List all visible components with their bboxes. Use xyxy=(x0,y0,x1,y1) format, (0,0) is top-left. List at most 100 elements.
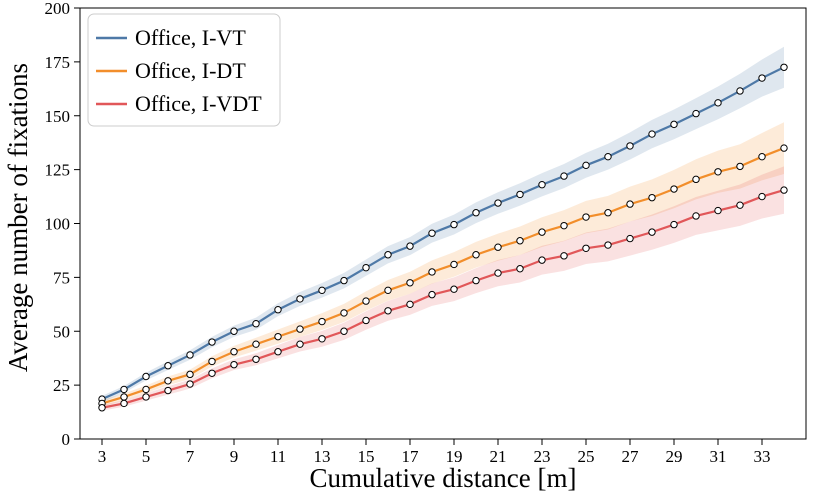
data-point xyxy=(120,393,128,401)
data-point xyxy=(560,252,568,260)
legend-box xyxy=(87,13,281,127)
x-tick-label: 15 xyxy=(358,447,375,466)
data-point xyxy=(516,265,524,273)
x-tick-label: 25 xyxy=(578,447,595,466)
data-point xyxy=(736,162,744,171)
data-point xyxy=(692,175,700,184)
data-point xyxy=(604,241,612,249)
y-axis-ticks: 0 25 50 75 100 125 150 175 200 xyxy=(45,0,80,449)
x-tick-label: 5 xyxy=(142,447,151,466)
data-point xyxy=(670,120,678,129)
confidence-band-series-2 xyxy=(102,122,784,407)
data-point xyxy=(714,168,722,176)
legend-label: Office, I-VT xyxy=(135,25,246,50)
data-point xyxy=(274,332,282,341)
data-point xyxy=(516,190,524,199)
data-point xyxy=(538,256,546,264)
data-point xyxy=(450,260,458,269)
x-tick-label: 33 xyxy=(754,447,771,466)
x-tick-label: 27 xyxy=(622,447,640,466)
data-point xyxy=(318,286,326,295)
data-point xyxy=(560,221,568,230)
data-point xyxy=(230,327,238,335)
legend: Office, I-VT Office, I-DT Office, I-VDT xyxy=(87,13,281,127)
data-point xyxy=(582,213,590,221)
data-point xyxy=(296,340,304,348)
data-point xyxy=(164,362,172,370)
data-point xyxy=(582,161,590,170)
x-axis-ticks: 3 5 7 9 11 13 15 17 19 21 23 25 27 29 31 33 xyxy=(98,439,771,466)
data-point xyxy=(714,99,722,107)
x-tick-label: 11 xyxy=(270,447,286,466)
data-point xyxy=(494,269,502,277)
data-point xyxy=(296,325,304,333)
x-tick-label: 19 xyxy=(446,447,463,466)
data-point xyxy=(692,109,700,118)
data-point xyxy=(340,276,348,285)
data-point xyxy=(186,380,194,388)
series-lines xyxy=(101,66,785,409)
data-point xyxy=(406,242,414,250)
data-point xyxy=(538,228,546,236)
series-line-3 xyxy=(101,189,785,409)
data-point xyxy=(560,172,568,180)
data-point xyxy=(450,220,458,229)
data-point xyxy=(406,300,414,309)
data-point xyxy=(362,316,370,325)
data-point xyxy=(604,209,612,217)
data-point xyxy=(384,286,392,295)
data-point xyxy=(604,152,612,161)
data-point xyxy=(384,307,392,315)
x-tick-label: 13 xyxy=(314,447,331,466)
data-point xyxy=(208,369,216,377)
data-point xyxy=(384,251,392,259)
data-point xyxy=(516,237,524,245)
data-point xyxy=(450,285,458,293)
legend-label: Office, I-VDT xyxy=(135,91,262,116)
data-point xyxy=(736,87,744,95)
y-tick-label: 100 xyxy=(45,215,71,234)
y-tick-label: 25 xyxy=(53,376,70,395)
y-tick-label: 150 xyxy=(45,107,71,126)
data-point xyxy=(362,297,370,305)
data-point xyxy=(164,377,172,385)
data-point xyxy=(428,268,436,276)
x-tick-label: 7 xyxy=(186,447,195,466)
data-point xyxy=(142,372,150,381)
x-tick-label: 9 xyxy=(230,447,239,466)
data-point xyxy=(648,228,656,236)
data-point xyxy=(230,360,238,369)
data-point xyxy=(428,229,436,237)
data-point xyxy=(98,404,106,412)
data-point xyxy=(252,355,260,363)
data-point xyxy=(120,399,128,408)
data-point xyxy=(780,63,788,71)
data-point xyxy=(494,243,502,251)
data-point xyxy=(538,181,546,189)
data-point xyxy=(406,279,414,287)
y-tick-label: 200 xyxy=(45,0,71,18)
data-point xyxy=(758,192,766,201)
data-point xyxy=(252,320,260,328)
data-point xyxy=(780,186,788,194)
data-point xyxy=(472,209,480,217)
data-point xyxy=(164,386,172,395)
data-point xyxy=(758,152,766,161)
data-point xyxy=(318,317,326,326)
legend-label: Office, I-DT xyxy=(135,58,246,83)
series-line-2 xyxy=(101,147,785,405)
data-point xyxy=(472,251,480,259)
data-point xyxy=(670,220,678,229)
data-point xyxy=(274,306,282,314)
data-point xyxy=(582,244,590,252)
x-tick-label: 21 xyxy=(490,447,507,466)
data-point xyxy=(714,206,722,215)
data-point xyxy=(626,200,634,208)
x-tick-label: 3 xyxy=(98,447,107,466)
x-axis-title: Cumulative distance [m] xyxy=(310,463,577,493)
data-point xyxy=(362,263,370,272)
data-point xyxy=(428,290,436,299)
data-point xyxy=(736,201,744,209)
data-point xyxy=(648,193,656,202)
data-point xyxy=(142,393,150,401)
